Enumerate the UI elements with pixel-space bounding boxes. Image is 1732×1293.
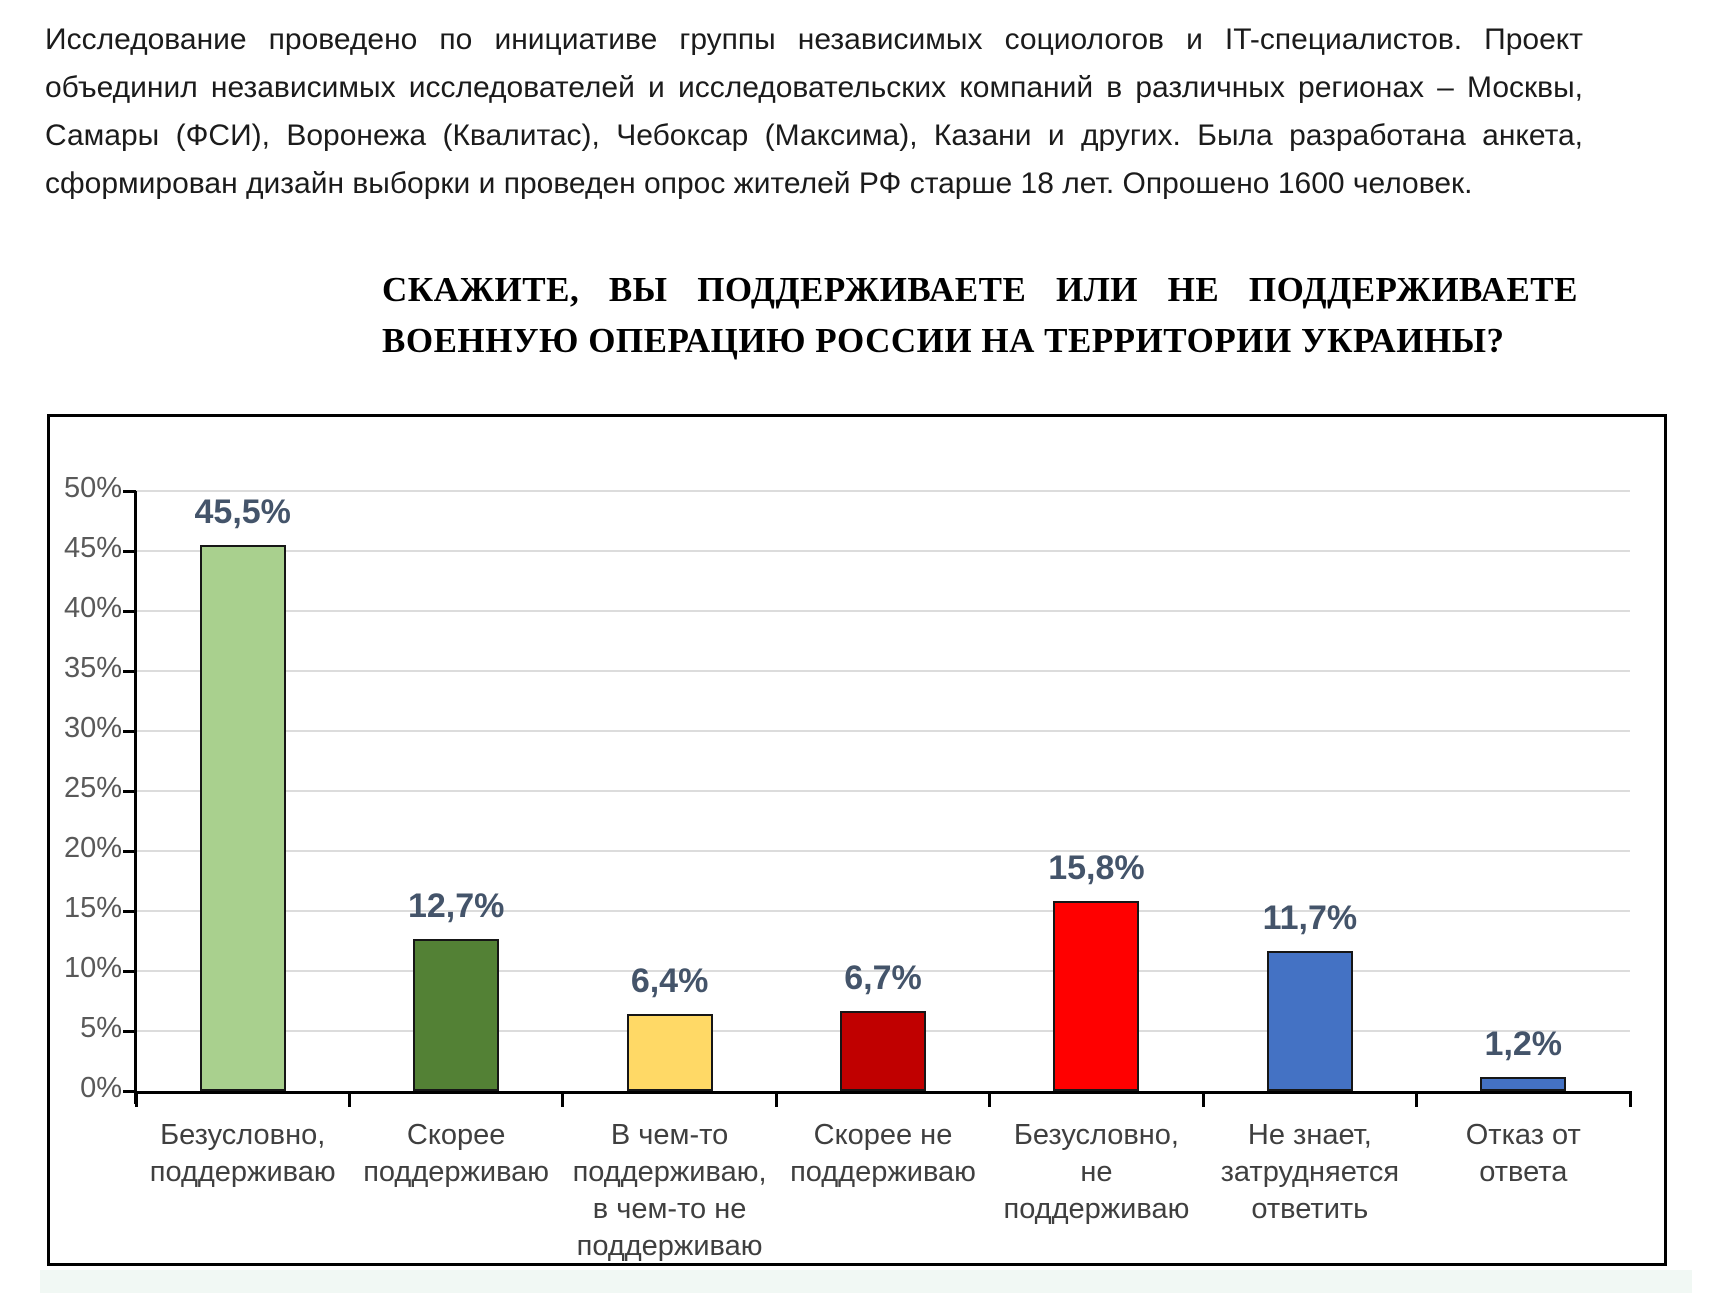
y-axis-tick-label: 25% [63,772,122,804]
y-axis-tick [123,670,136,673]
bar [1266,950,1353,1091]
y-axis-tick-label: 50% [63,472,122,504]
bar-value-label: 1,2% [1484,1024,1563,1063]
gridline [136,730,1630,732]
bar [413,938,500,1091]
x-axis-tick [988,1091,992,1107]
gridline [136,610,1630,612]
bar [1053,901,1140,1091]
bar-chart: 0% 5% 10% 15% 20% 25% 30% 35% 40% 45% 50% 45,5% Безу… [47,414,1667,1266]
y-axis-tick [123,1030,136,1033]
x-axis-category-label: Скорее не поддерживаю [790,1119,976,1188]
bar-value-label: 12,7% [407,886,505,925]
y-axis-tick [123,730,136,733]
y-axis-tick-label: 30% [63,712,122,744]
y-axis-tick-label: 10% [63,952,122,984]
intro-paragraph: Исследование проведено по инициативе гру… [45,23,1583,200]
x-axis-category-label: Безусловно, поддерживаю [149,1119,336,1188]
y-axis-tick [123,970,136,973]
footer-strip [40,1270,1692,1293]
y-axis-tick [123,610,136,613]
y-axis-tick-label: 0% [80,1072,122,1104]
y-axis-tick-label: 35% [63,652,122,684]
x-axis [136,1091,1630,1094]
bar [1480,1076,1567,1091]
x-axis-category-label: Не знает, затрудняется ответить [1220,1119,1400,1225]
y-axis-tick [123,1090,136,1093]
bar [626,1014,713,1091]
x-axis-category-label: Отказ от ответа [1465,1119,1581,1188]
y-axis-tick [123,790,136,793]
y-axis-tick-label: 15% [63,892,122,924]
gridline [136,670,1630,672]
x-axis-tick [561,1091,565,1107]
gridline [136,970,1630,972]
y-axis-tick-label: 45% [63,532,122,564]
gridline [136,550,1630,552]
bar-value-label: 6,7% [844,958,922,997]
x-axis-category-label: В чем-то поддерживаю, в чем-то не поддер… [572,1119,767,1262]
bar-value-label: 45,5% [194,493,291,531]
gridline [136,850,1630,852]
bar [199,545,286,1091]
x-axis-tick [774,1091,778,1107]
bar [840,1010,926,1091]
y-axis [134,491,137,1104]
question-title: СКАЖИТЕ, ВЫ ПОДДЕРЖИВАЕТЕ ИЛИ НЕ ПОДДЕРЖ… [382,270,1578,360]
y-axis-tick [123,910,136,913]
y-axis-tick [123,490,136,493]
x-axis-tick [1628,1091,1632,1107]
x-axis-tick [1415,1091,1419,1107]
x-axis-tick [347,1091,351,1107]
x-axis-tick [134,1091,138,1107]
x-axis-category-label: Безусловно, не поддерживаю [1003,1119,1190,1225]
gridline [136,490,1630,492]
bar-value-label: 15,8% [1048,849,1145,888]
y-axis-tick-label: 5% [80,1012,122,1044]
x-axis-category-label: Скорее поддерживаю [363,1119,550,1188]
gridline [136,910,1630,912]
x-axis-tick [1201,1091,1205,1107]
y-axis-tick [123,850,136,853]
bar-value-label: 6,4% [630,962,709,1001]
y-axis-tick [123,550,136,553]
y-axis-tick-label: 20% [63,832,122,864]
bar-value-label: 11,7% [1262,898,1358,937]
gridline [136,790,1630,792]
y-axis-tick-label: 40% [63,592,122,624]
